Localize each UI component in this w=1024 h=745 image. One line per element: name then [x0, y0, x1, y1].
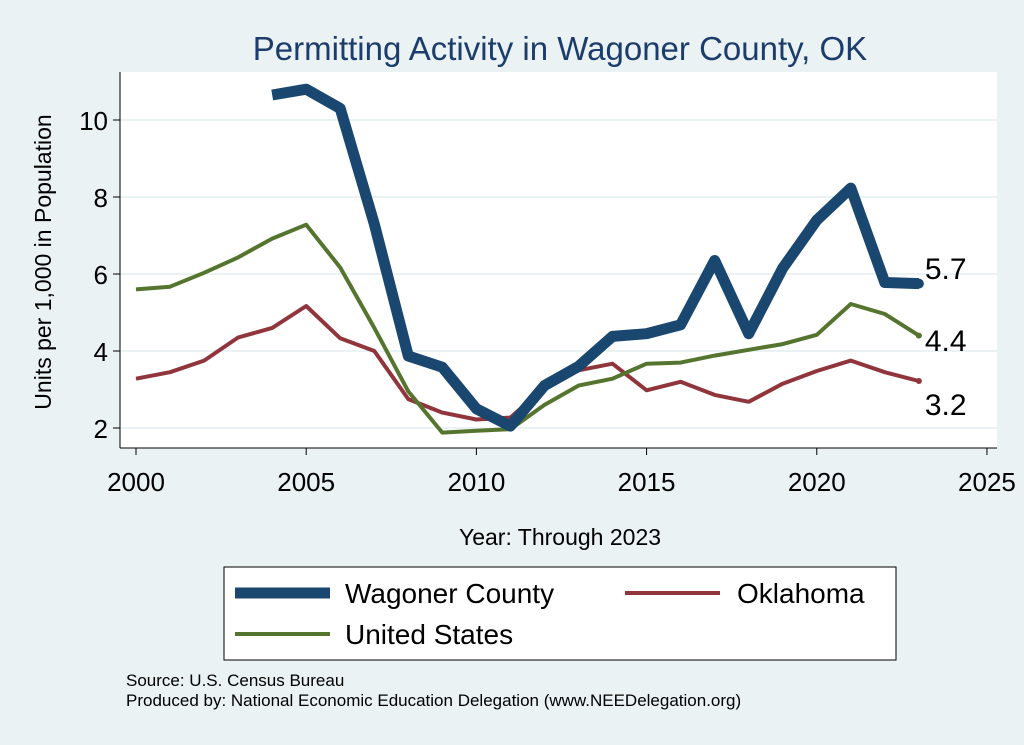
end-labels: 5.7 3.2 4.4 — [925, 253, 967, 422]
y-tick-label-2: 2 — [94, 414, 108, 444]
series-endpoint-oklahoma — [915, 378, 922, 385]
chart-title: Permitting Activity in Wagoner County, O… — [253, 30, 867, 67]
legend-label-oklahoma: Oklahoma — [737, 578, 865, 609]
legend-label-united-states: United States — [345, 619, 513, 650]
producer-note: Produced by: National Economic Education… — [126, 691, 742, 710]
y-tick-label-8: 8 — [94, 183, 108, 213]
series-endpoint-united-states — [915, 332, 922, 339]
series-line-united-states — [135, 222, 920, 435]
end-label-wagoner-county: 5.7 — [925, 253, 967, 286]
x-axis-label: Year: Through 2023 — [459, 524, 661, 550]
end-label-oklahoma: 3.2 — [925, 389, 967, 422]
plot-area — [120, 72, 997, 448]
y-tick-label-10: 10 — [79, 106, 108, 136]
y-tick-label-6: 6 — [94, 260, 108, 290]
series-endpoint-wagoner-county — [913, 278, 924, 289]
series-line-wagoner-county — [271, 83, 920, 432]
series-layer — [135, 83, 924, 435]
x-tick-label-2005: 2005 — [277, 467, 335, 497]
y-axis-label: Units per 1,000 in Population — [30, 114, 56, 409]
source-note: Source: U.S. Census Bureau — [126, 671, 345, 690]
x-tick-label-2020: 2020 — [788, 467, 846, 497]
x-tick-label-2010: 2010 — [447, 467, 505, 497]
x-tick-label-2025: 2025 — [958, 467, 1016, 497]
x-tick-label-2000: 2000 — [107, 467, 165, 497]
legend: Wagoner County Oklahoma United States — [223, 566, 897, 661]
y-tick-label-4: 4 — [94, 337, 108, 367]
legend-label-wagoner-county: Wagoner County — [345, 578, 554, 609]
axes: 2 4 6 8 10 2000 2005 2010 2015 2020 2025 — [79, 72, 1016, 497]
end-label-united-states: 4.4 — [925, 325, 967, 358]
x-tick-label-2015: 2015 — [618, 467, 676, 497]
legend-box — [223, 566, 897, 661]
